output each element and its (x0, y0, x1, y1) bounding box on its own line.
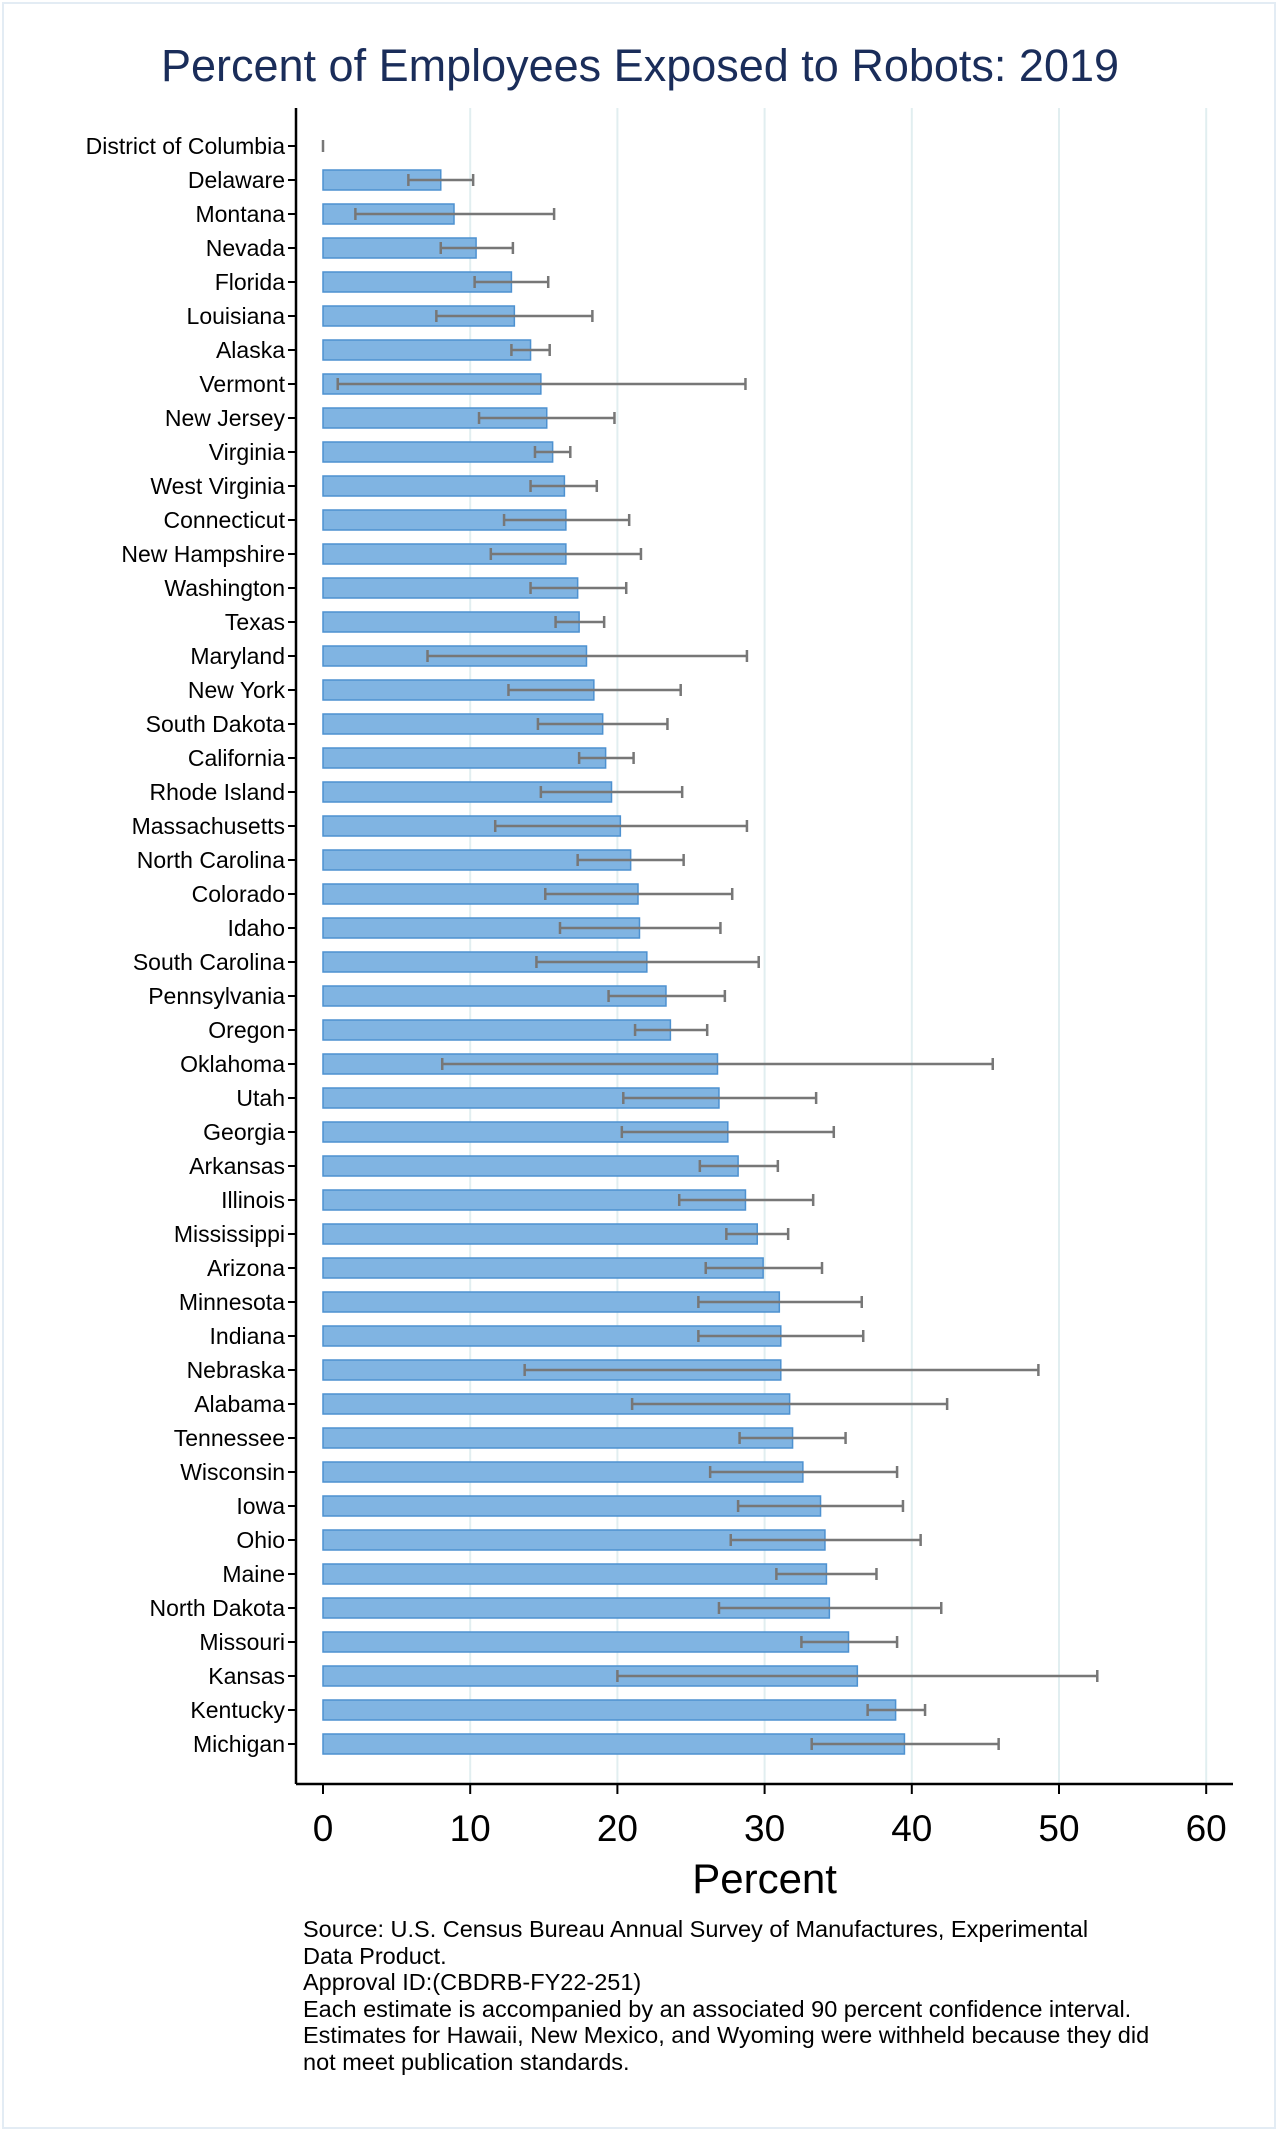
bar (322, 1427, 794, 1449)
category-label: Delaware (188, 167, 285, 193)
source-note: Source: U.S. Census Bureau Annual Survey… (303, 1916, 1263, 2075)
category-label: Alaska (216, 337, 285, 363)
bar (322, 1631, 850, 1653)
category-label: Wisconsin (180, 1459, 285, 1485)
category-label: Georgia (203, 1119, 285, 1145)
x-tick-label: 30 (744, 1808, 785, 1849)
category-label: New Jersey (165, 405, 286, 431)
bar (322, 611, 580, 633)
category-label: Connecticut (164, 507, 286, 533)
category-label: Mississippi (174, 1221, 285, 1247)
ci-note-line: Each estimate is accompanied by an assoc… (303, 1995, 1132, 2022)
category-label: Ohio (236, 1527, 285, 1553)
category-label: Massachusetts (132, 813, 285, 839)
source-line: Source: U.S. Census Bureau Annual Survey… (303, 1916, 1089, 1942)
bar (322, 1563, 828, 1585)
category-label: Vermont (199, 371, 285, 397)
category-label: Minnesota (179, 1289, 285, 1315)
standards-note-line: not meet publication standards. (303, 2048, 630, 2075)
bar (322, 1257, 764, 1279)
x-tick-label: 0 (313, 1808, 334, 1849)
category-label: Virginia (209, 439, 285, 465)
product-line: Data Product. (303, 1942, 447, 1969)
bar (322, 747, 607, 769)
category-label: West Virginia (150, 473, 285, 499)
category-label: Indiana (210, 1323, 286, 1349)
category-label: Kansas (208, 1663, 285, 1689)
category-label: South Carolina (133, 949, 285, 975)
bar (322, 475, 566, 497)
category-label: Florida (215, 269, 286, 295)
category-label: Arizona (207, 1255, 285, 1281)
category-label: New Hampshire (121, 541, 285, 567)
category-label: Maryland (190, 643, 285, 669)
category-label: Idaho (227, 915, 285, 941)
category-label: North Carolina (137, 847, 285, 873)
category-label: Oklahoma (180, 1051, 285, 1077)
category-label: Maine (222, 1561, 285, 1587)
category-label: Tennessee (174, 1425, 285, 1451)
category-label: Alabama (194, 1391, 285, 1417)
category-label: New York (188, 677, 286, 703)
category-label: Illinois (221, 1187, 285, 1213)
bar (322, 1699, 897, 1721)
category-label: South Dakota (146, 711, 286, 737)
category-label: North Dakota (149, 1595, 285, 1621)
category-label: District of Columbia (86, 133, 286, 159)
category-label: Montana (195, 201, 285, 227)
bar (322, 1223, 758, 1245)
withheld-note-line: Estimates for Hawaii, New Mexico, and Wy… (303, 2022, 1150, 2048)
category-label: Nevada (206, 235, 285, 261)
x-tick-label: 60 (1186, 1808, 1227, 1849)
category-label: Nebraska (187, 1357, 286, 1383)
x-tick-label: 20 (597, 1808, 638, 1849)
category-label: Utah (236, 1085, 285, 1111)
category-label: California (188, 745, 285, 771)
category-label: Kentucky (190, 1697, 285, 1723)
category-label: Michigan (193, 1731, 285, 1757)
x-tick-label: 50 (1038, 1808, 1079, 1849)
bar (322, 339, 532, 361)
x-axis-title: Percent (692, 1855, 837, 1902)
category-label: Louisiana (187, 303, 286, 329)
category-label: Oregon (208, 1017, 285, 1043)
category-label: Pennsylvania (148, 983, 285, 1009)
category-label: Rhode Island (149, 779, 285, 805)
category-label: Missouri (199, 1629, 285, 1655)
category-label: Washington (164, 575, 285, 601)
category-label: Arkansas (189, 1153, 285, 1179)
approval-line: Approval ID:(CBDRB-FY22-251) (303, 1969, 642, 1995)
bar (322, 441, 554, 463)
category-label: Texas (225, 609, 285, 635)
bar (322, 1155, 739, 1177)
category-label: Iowa (236, 1493, 285, 1519)
x-tick-label: 10 (450, 1808, 491, 1849)
chart-title: Percent of Employees Exposed to Robots: … (160, 40, 1120, 91)
x-tick-label: 40 (891, 1808, 932, 1849)
category-label: Colorado (192, 881, 285, 907)
bar (322, 1019, 672, 1041)
